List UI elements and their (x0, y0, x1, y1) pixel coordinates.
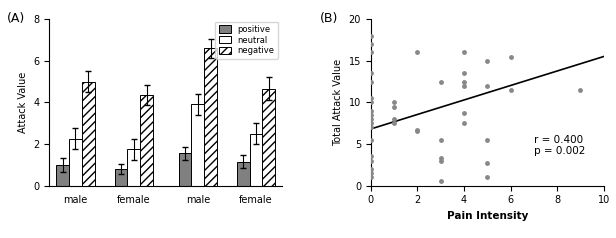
Bar (237, 162, 249, 186)
Point (366, 100, 376, 104)
Point (506, 88, 516, 92)
Point (366, 79, 376, 84)
Point (366, 171, 376, 175)
Bar (192, 104, 204, 186)
Bar (128, 149, 140, 186)
Point (459, 84, 469, 88)
Point (482, 59, 492, 63)
Point (366, 159, 376, 163)
Point (412, 128, 422, 132)
Y-axis label: Total Attack Value: Total Attack Value (333, 59, 343, 146)
Point (366, 71, 376, 75)
Point (482, 161, 492, 165)
Point (389, 100, 399, 104)
Point (389, 105, 399, 109)
Bar (179, 153, 192, 186)
Point (366, 50, 376, 54)
Bar (69, 139, 82, 186)
Point (506, 55, 516, 58)
Bar (115, 169, 128, 186)
Point (389, 117, 399, 121)
Bar (56, 165, 69, 186)
Bar (82, 81, 95, 186)
Point (482, 175, 492, 179)
Point (366, 113, 376, 117)
Point (389, 121, 399, 125)
Point (436, 79, 445, 84)
Point (482, 84, 492, 88)
Point (436, 156, 445, 160)
Point (366, 125, 376, 129)
Point (482, 138, 492, 142)
Legend: positive, neutral, negative: positive, neutral, negative (215, 22, 278, 59)
Point (459, 50, 469, 54)
Point (412, 50, 422, 54)
Point (459, 121, 469, 125)
Y-axis label: Attack Value: Attack Value (18, 72, 28, 133)
Point (459, 71, 469, 75)
Point (366, 138, 376, 142)
Point (436, 180, 445, 183)
Text: (B): (B) (320, 12, 338, 25)
Bar (249, 134, 262, 186)
Point (366, 42, 376, 46)
Bar (262, 89, 275, 186)
Point (436, 159, 445, 163)
Point (412, 129, 422, 133)
Bar (204, 48, 217, 186)
Text: (A): (A) (7, 12, 26, 25)
Text: r = 0.400
p = 0.002: r = 0.400 p = 0.002 (534, 135, 585, 157)
Point (366, 34, 376, 38)
Point (366, 167, 376, 171)
Point (366, 117, 376, 121)
Point (436, 138, 445, 142)
Bar (140, 95, 153, 186)
Point (366, 109, 376, 113)
Point (366, 175, 376, 179)
Point (366, 121, 376, 125)
Point (459, 79, 469, 84)
Point (575, 88, 585, 92)
Point (459, 111, 469, 115)
Point (366, 155, 376, 159)
X-axis label: Pain Intensity: Pain Intensity (447, 211, 528, 221)
Point (366, 96, 376, 100)
